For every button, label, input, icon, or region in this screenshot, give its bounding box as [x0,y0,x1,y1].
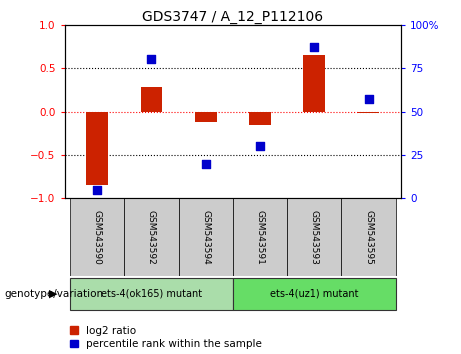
Bar [233,198,287,276]
Bar [141,87,162,112]
Text: GSM543591: GSM543591 [255,210,265,265]
Bar [70,198,124,276]
Bar [70,278,233,310]
Text: ▶: ▶ [49,289,58,299]
Text: GSM543595: GSM543595 [364,210,373,265]
Point [148,57,155,62]
Bar [341,198,396,276]
Bar [178,198,233,276]
Text: GSM543590: GSM543590 [93,210,101,265]
Point [365,97,372,102]
Text: genotype/variation: genotype/variation [5,289,104,299]
Text: GSM543594: GSM543594 [201,210,210,264]
Bar [249,112,271,125]
Text: GSM543592: GSM543592 [147,210,156,264]
Text: ets-4(uz1) mutant: ets-4(uz1) mutant [270,288,359,298]
Bar [124,198,178,276]
Bar [233,278,396,310]
Point [311,45,318,50]
Title: GDS3747 / A_12_P112106: GDS3747 / A_12_P112106 [142,10,323,24]
Point [202,161,209,166]
Bar [86,112,108,185]
Legend: log2 ratio, percentile rank within the sample: log2 ratio, percentile rank within the s… [70,326,262,349]
Bar [287,198,341,276]
Bar [358,112,379,113]
Text: ets-4(ok165) mutant: ets-4(ok165) mutant [101,288,202,298]
Bar [195,112,217,122]
Point [94,187,101,193]
Point [256,143,264,149]
Bar [303,55,325,112]
Text: GSM543593: GSM543593 [310,210,319,265]
